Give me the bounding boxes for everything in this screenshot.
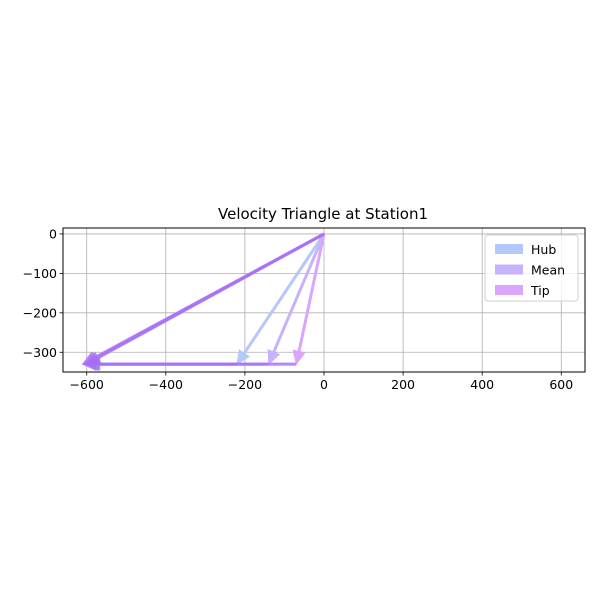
grid [63,228,585,372]
hub-vector-1-head [236,349,251,366]
tip-vector-1-head [292,349,306,366]
y-tick-label: 0 [49,226,57,241]
y-tick-label: −100 [23,266,57,281]
mean-vector-1-head [267,349,281,366]
legend: Hub Mean Tip [484,234,579,302]
x-tick-label: −400 [149,377,183,392]
tip-vector-1-shaft [297,233,326,352]
legend-label-tip: Tip [530,283,550,298]
mean-vector-1 [267,233,326,366]
tip-overlay-2-shaft [93,232,325,360]
x-tick-label: 200 [391,377,415,392]
tip-overlay-3 [81,357,297,371]
hub-vector-1-shaft [242,233,326,355]
x-tick-label: 0 [320,377,328,392]
legend-swatch-tip [495,285,523,295]
legend-label-mean: Mean [531,263,565,278]
chart-title: Velocity Triangle at Station1 [218,205,428,223]
legend-swatch-mean [495,264,523,275]
y-tick-label: −200 [23,305,57,320]
ticks: −600 −400 −200 0 200 400 600 0 −100 −200 −300 [23,226,574,392]
x-tick-label: −200 [228,377,262,392]
plot-area [81,232,326,371]
y-tick-label: −300 [23,345,57,360]
x-tick-label: −600 [70,377,104,392]
hub-vector-1 [236,233,326,366]
legend-label-hub: Hub [531,242,556,257]
tip-overlay-3-head [81,357,97,371]
mean-vector-1-shaft [272,233,326,353]
x-tick-label: 600 [549,377,573,392]
x-tick-label: 400 [470,377,494,392]
tip-vector-1 [292,233,326,366]
legend-swatch-hub [495,244,523,254]
